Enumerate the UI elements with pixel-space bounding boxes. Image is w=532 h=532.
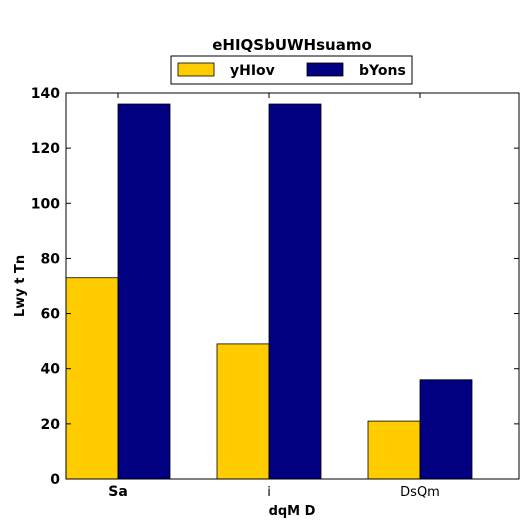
bar-series-1-Sa bbox=[65, 277, 119, 480]
y-axis-ticks: 0 20 40 60 80 100 120 140 bbox=[31, 86, 519, 488]
x-axis-ticks: Sa i DsQm bbox=[108, 93, 440, 500]
y-tick-label: 140 bbox=[31, 86, 60, 102]
bar-series-2-i bbox=[268, 103, 322, 480]
y-tick-label: 40 bbox=[41, 362, 61, 378]
bars-layer bbox=[65, 103, 473, 480]
x-tick-label: i bbox=[267, 485, 271, 500]
y-tick-label: 100 bbox=[31, 196, 60, 212]
plot-frame bbox=[65, 92, 520, 480]
bar-series-2-Sa bbox=[117, 103, 171, 480]
bar-series-1-i bbox=[216, 343, 270, 480]
bar-series-1-DsQm bbox=[367, 420, 421, 480]
x-tick-label: Sa bbox=[108, 484, 128, 500]
x-tick-label: DsQm bbox=[400, 485, 440, 500]
legend-swatch-series-2 bbox=[306, 62, 344, 77]
legend: yHIov bYons bbox=[170, 55, 413, 85]
chart-title: eHIQSbUWHsuamo bbox=[212, 36, 372, 54]
y-tick-label: 60 bbox=[41, 307, 61, 323]
bar-series-2-DsQm bbox=[419, 379, 473, 480]
x-axis-label: dqM D bbox=[269, 504, 316, 519]
y-tick-label: 20 bbox=[41, 417, 61, 433]
y-tick-label: 120 bbox=[31, 141, 60, 157]
y-tick-label: 0 bbox=[50, 472, 60, 488]
y-axis-label: Lwy t Tn bbox=[13, 255, 28, 317]
legend-label-series-1: yHIov bbox=[230, 63, 275, 79]
y-tick-label: 80 bbox=[41, 251, 61, 267]
legend-swatch-series-1 bbox=[177, 62, 215, 77]
legend-label-series-2: bYons bbox=[359, 63, 406, 79]
